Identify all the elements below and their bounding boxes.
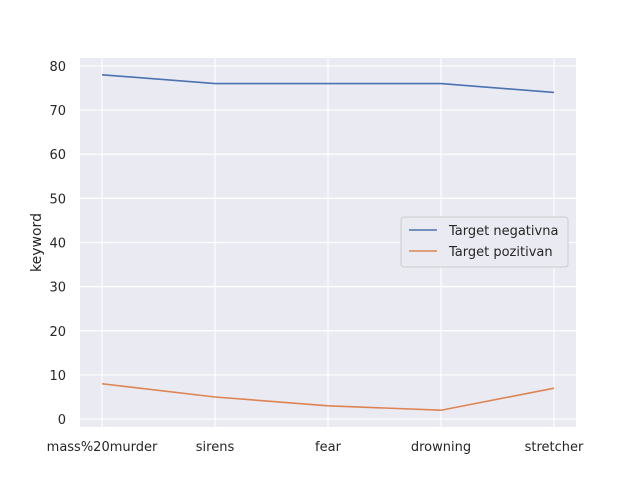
y-tick-label: 40: [49, 237, 66, 252]
legend-label-0: Target negativna: [448, 224, 558, 239]
legend: Target negativna Target pozitivan: [400, 216, 569, 268]
x-tick-label: stretcher: [525, 440, 584, 455]
y-axis-ticks: 0 10 20 30 40 50 60 70 80: [49, 60, 66, 428]
legend-box: [400, 216, 569, 268]
x-tick-label: drowning: [411, 440, 471, 455]
y-tick-label: 0: [58, 413, 66, 428]
y-tick-label: 60: [49, 148, 66, 163]
x-tick-label: mass%20murder: [47, 440, 158, 455]
series-line-0: [101, 73, 555, 94]
y-tick-label: 10: [49, 369, 66, 384]
legend-label-1: Target pozitivan: [448, 245, 553, 260]
series-lines: [101, 73, 555, 412]
x-axis-ticks: mass%20murder sirens fear drowning stretcher: [47, 440, 584, 455]
x-tick-label: fear: [315, 440, 342, 455]
series-line-1: [101, 382, 555, 412]
y-axis-label: keyword: [29, 213, 45, 272]
x-tick-label: sirens: [196, 440, 235, 455]
y-tick-label: 50: [49, 192, 66, 207]
y-tick-label: 70: [49, 104, 66, 119]
y-tick-label: 30: [49, 281, 66, 296]
y-tick-label: 80: [49, 60, 66, 75]
y-tick-label: 20: [49, 325, 66, 340]
